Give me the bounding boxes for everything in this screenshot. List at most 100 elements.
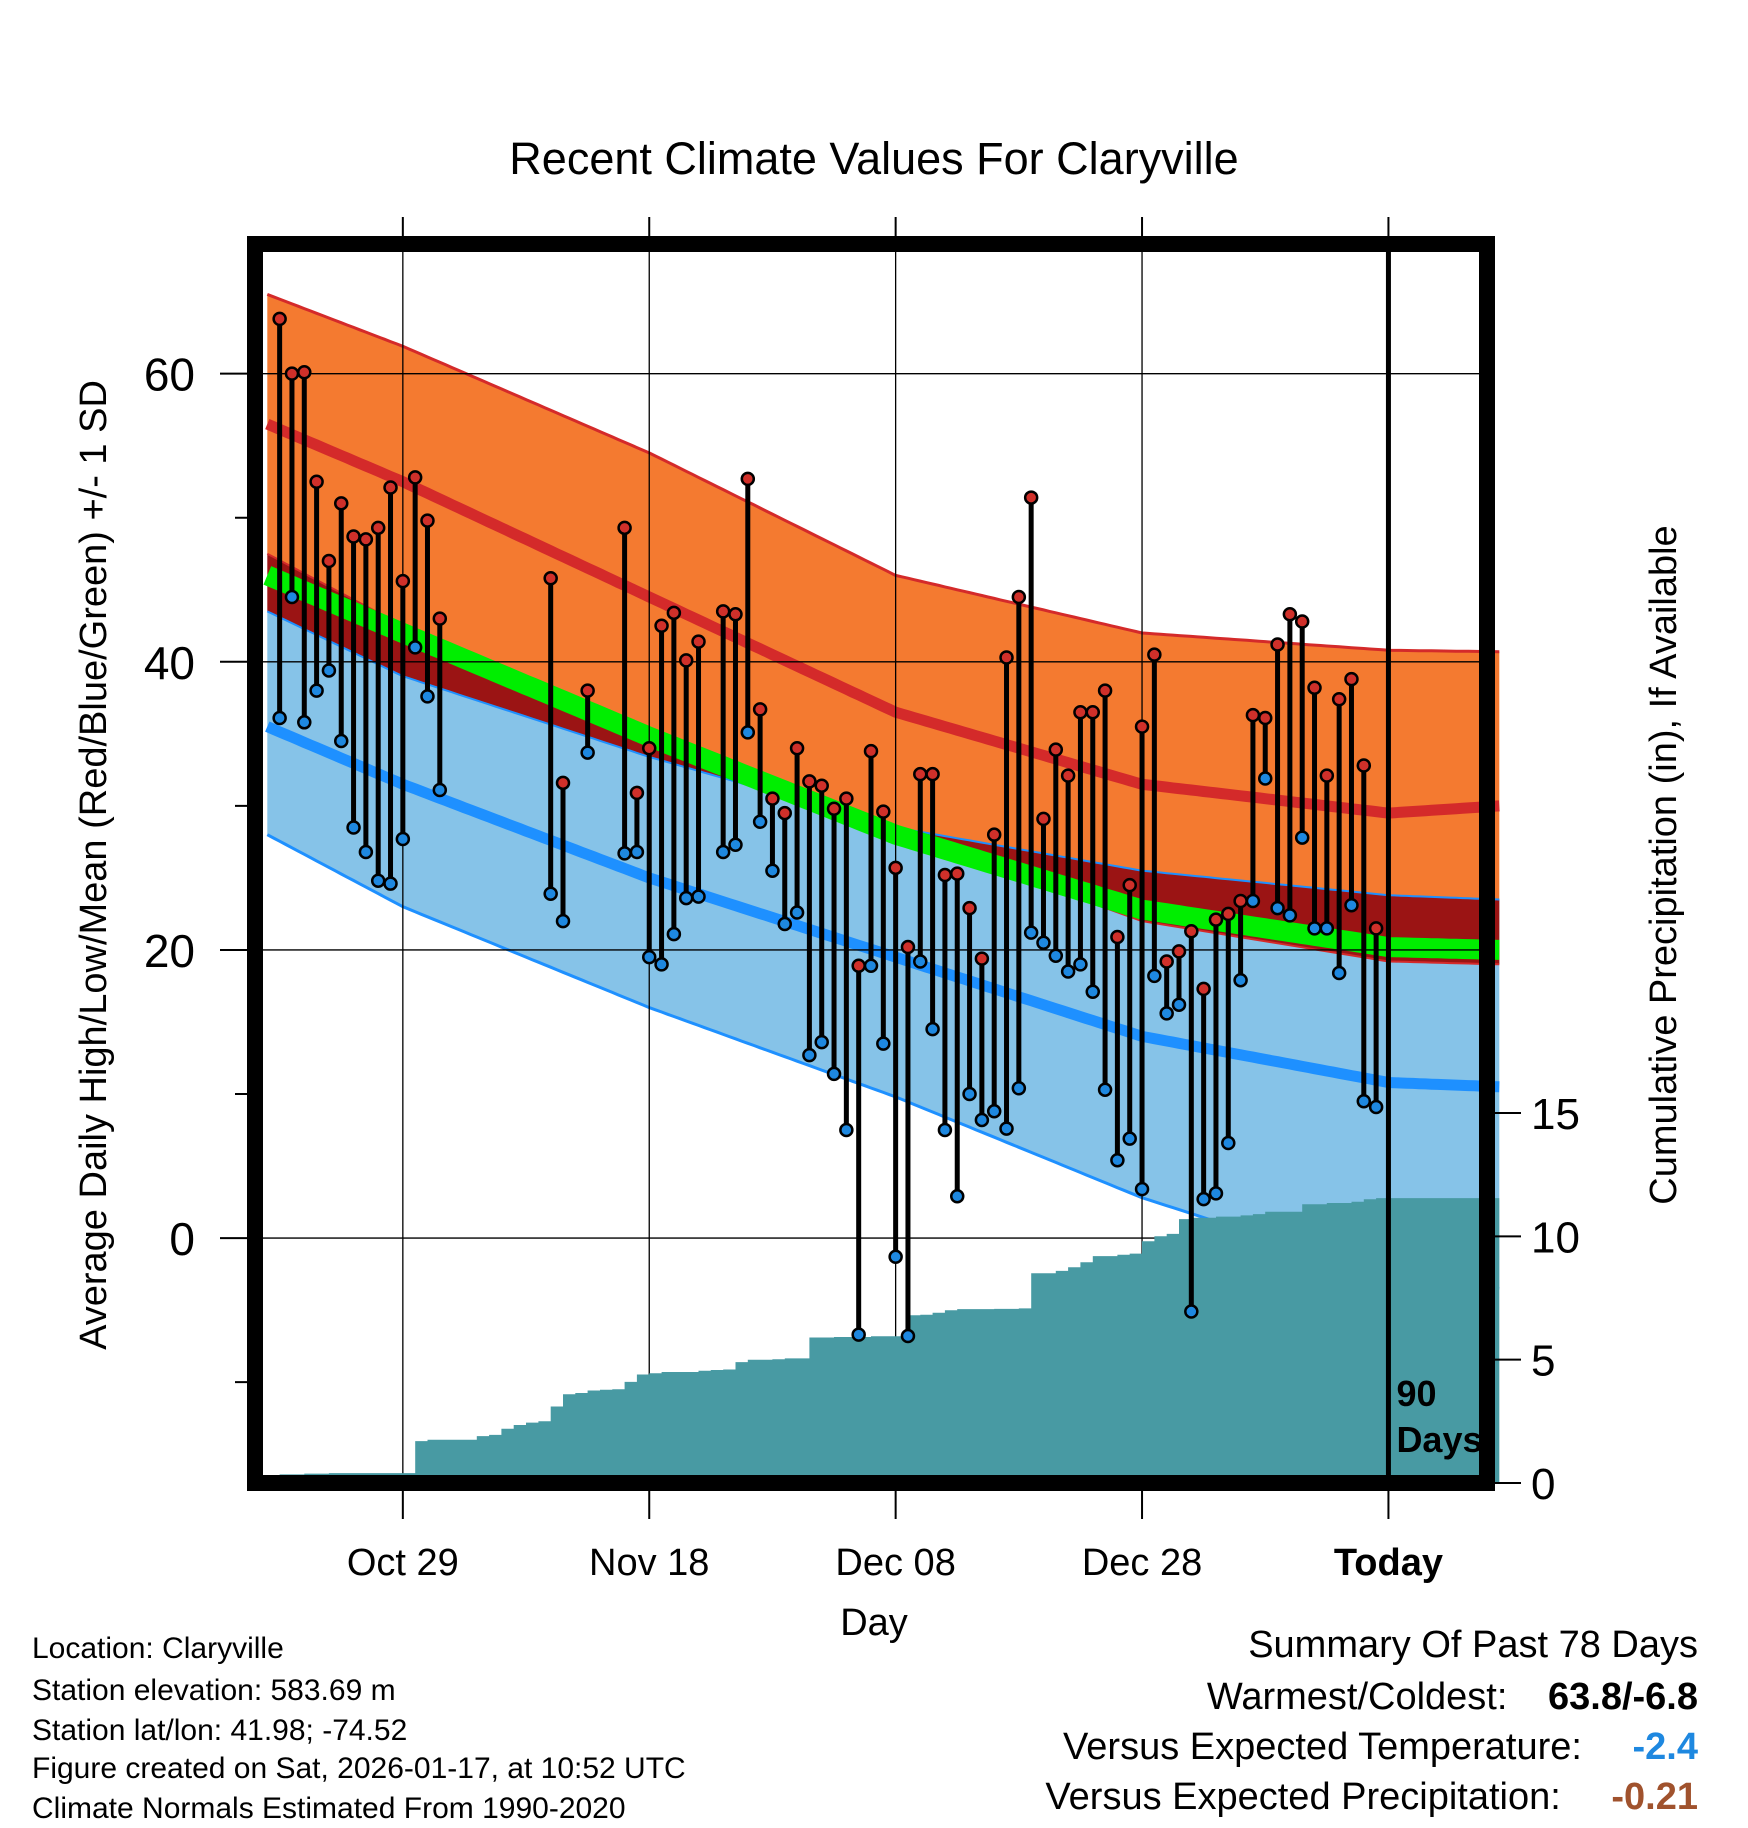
daily-low-point <box>1370 1101 1382 1113</box>
x-tick-label: Today <box>1334 1542 1443 1584</box>
daily-low-point <box>311 685 323 697</box>
daily-high-point <box>902 941 914 953</box>
daily-high-point <box>1235 895 1247 907</box>
daily-high-point <box>434 613 446 625</box>
info-normals: Climate Normals Estimated From 1990-2020 <box>32 1794 626 1824</box>
daily-low-point <box>1062 966 1074 978</box>
x-axis-label: Day <box>840 1602 908 1644</box>
daily-high-point <box>372 522 384 534</box>
info-latlon: Station lat/lon: 41.98; -74.52 <box>32 1716 407 1746</box>
summary-temp-value: -2.4 <box>1633 1728 1698 1766</box>
daily-high-point <box>335 497 347 509</box>
daily-high-point <box>1272 639 1284 651</box>
daily-high-point <box>323 555 335 567</box>
daily-low-point <box>803 1049 815 1061</box>
daily-high-point <box>631 787 643 799</box>
daily-low-point <box>1148 970 1160 982</box>
daily-high-point <box>1210 914 1222 926</box>
daily-high-point <box>1037 813 1049 825</box>
daily-high-point <box>656 620 668 632</box>
daily-high-point <box>877 806 889 818</box>
daily-low-point <box>1309 922 1321 934</box>
daily-high-point <box>680 654 692 666</box>
daily-high-point <box>988 829 1000 841</box>
daily-low-point <box>693 891 705 903</box>
daily-low-point <box>865 960 877 972</box>
daily-high-point <box>779 807 791 819</box>
daily-high-point <box>360 533 372 545</box>
daily-low-point <box>927 1023 939 1035</box>
daily-low-point <box>1210 1187 1222 1199</box>
y2-tick-label: 10 <box>1531 1213 1580 1262</box>
daily-high-point <box>311 476 323 488</box>
chart-title: Recent Climate Values For Claryville <box>509 133 1238 184</box>
daily-low-point <box>1173 999 1185 1011</box>
daily-low-point <box>754 816 766 828</box>
daily-high-point <box>397 575 409 587</box>
daily-low-point <box>286 591 298 603</box>
daily-high-point <box>742 473 754 485</box>
daily-low-point <box>853 1329 865 1341</box>
daily-low-point <box>890 1251 902 1263</box>
y-tick-label: 20 <box>144 925 195 977</box>
daily-low-point <box>877 1038 889 1050</box>
daily-low-point <box>1161 1007 1173 1019</box>
daily-low-point <box>779 918 791 930</box>
daily-low-point <box>717 846 729 858</box>
days-unit-label: Days <box>1396 1419 1482 1460</box>
daily-high-point <box>668 607 680 619</box>
daily-low-point <box>348 821 360 833</box>
daily-high-point <box>1124 879 1136 891</box>
daily-high-point <box>298 366 310 378</box>
daily-high-point <box>964 902 976 914</box>
daily-low-point <box>1124 1133 1136 1145</box>
daily-low-point <box>914 955 926 967</box>
days-count-label: 90 <box>1396 1373 1436 1414</box>
daily-low-point <box>421 690 433 702</box>
daily-low-point <box>1247 895 1259 907</box>
daily-low-point <box>1272 902 1284 914</box>
daily-low-point <box>1296 832 1308 844</box>
summary-warm-cold-label: Warmest/Coldest: <box>1207 1676 1508 1718</box>
daily-low-point <box>766 865 778 877</box>
summary-temp-row: Versus Expected Temperature: -2.4 <box>1063 1728 1698 1766</box>
daily-low-point <box>668 928 680 940</box>
daily-low-point <box>840 1124 852 1136</box>
daily-low-point <box>1222 1137 1234 1149</box>
daily-low-point <box>1136 1183 1148 1195</box>
daily-low-point <box>631 846 643 858</box>
daily-low-point <box>988 1105 1000 1117</box>
daily-low-point <box>816 1036 828 1048</box>
summary-title: Summary Of Past 78 Days <box>1248 1626 1698 1664</box>
daily-high-point <box>421 515 433 527</box>
daily-high-point <box>1136 721 1148 733</box>
precipitation-area <box>267 1198 1499 1483</box>
y2-tick-label: 5 <box>1531 1337 1555 1386</box>
summary-precip-value: -0.21 <box>1611 1778 1698 1816</box>
daily-high-point <box>766 793 778 805</box>
summary-precip-label: Versus Expected Precipitation: <box>1045 1776 1560 1818</box>
daily-low-point <box>1074 958 1086 970</box>
daily-high-point <box>1358 760 1370 772</box>
daily-high-point <box>1099 685 1111 697</box>
x-tick-label: Oct 29 <box>347 1542 459 1584</box>
daily-high-point <box>890 862 902 874</box>
daily-high-point <box>853 960 865 972</box>
daily-low-point <box>1050 950 1062 962</box>
daily-high-point <box>582 685 594 697</box>
summary-precip-row: Versus Expected Precipitation: -0.21 <box>1045 1778 1698 1816</box>
daily-low-point <box>1001 1123 1013 1135</box>
daily-low-point <box>1198 1193 1210 1205</box>
summary-warm-cold-value: 63.8/-6.8 <box>1548 1678 1698 1716</box>
daily-high-point <box>1111 931 1123 943</box>
daily-high-point <box>1296 615 1308 627</box>
daily-high-point <box>1370 922 1382 934</box>
y2-tick-label: 0 <box>1531 1460 1555 1509</box>
daily-low-point <box>951 1190 963 1202</box>
daily-low-point <box>828 1068 840 1080</box>
daily-high-point <box>348 530 360 542</box>
daily-low-point <box>298 716 310 728</box>
daily-low-point <box>557 915 569 927</box>
daily-high-point <box>1259 712 1271 724</box>
daily-high-point <box>803 775 815 787</box>
